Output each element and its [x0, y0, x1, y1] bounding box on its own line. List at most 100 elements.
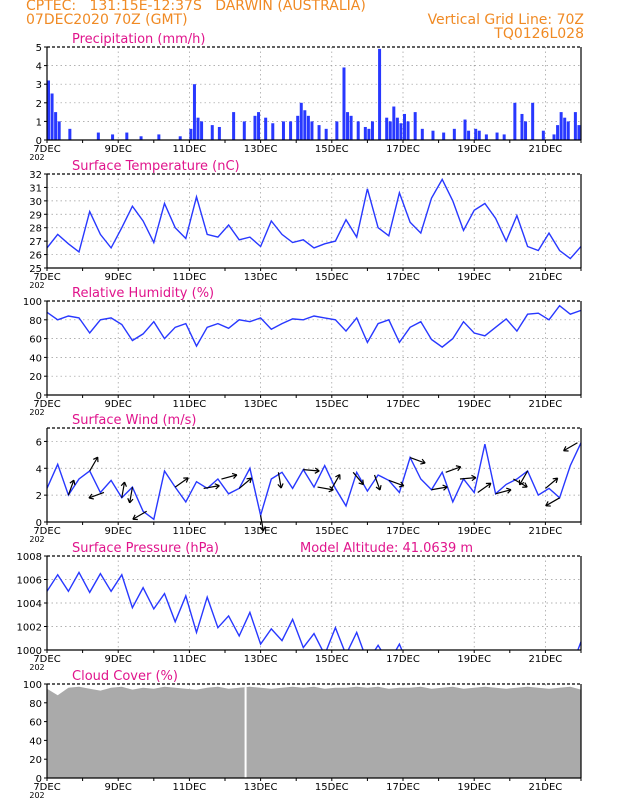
precip-bar — [289, 121, 293, 140]
wind-arrow-head — [442, 484, 448, 491]
precip-bar — [210, 125, 214, 140]
x-tick-label: 15DEC — [315, 399, 349, 410]
x-tick-label: 15DEC — [315, 654, 349, 665]
wind-arrow — [409, 456, 426, 464]
x-tick-label: 19DEC — [457, 654, 491, 665]
wind-arrow-head — [277, 483, 284, 489]
wind-arrow-head — [398, 481, 405, 488]
y-tick-label: 60 — [29, 335, 42, 346]
wind-arrow-head — [214, 483, 220, 490]
precip-bar — [513, 102, 517, 140]
precip-bar — [157, 134, 161, 140]
wind-arrow — [260, 515, 264, 532]
panel-title: Surface Pressure (hPa) — [72, 541, 219, 556]
precip-bar — [192, 84, 196, 140]
wind-arrow-head — [358, 479, 365, 486]
y-tick-label: 29 — [29, 210, 42, 221]
precip-bar — [367, 128, 371, 140]
x-tick-label: 9DEC — [105, 526, 132, 537]
precip-bar — [524, 121, 528, 140]
wind-arrow — [303, 469, 320, 472]
x-tick-label: 11DEC — [173, 399, 207, 410]
wind-arrow-head — [375, 485, 382, 491]
y-tick-label: 32 — [29, 170, 42, 181]
precip-bar — [552, 134, 556, 140]
precip-bar — [139, 136, 143, 140]
y-tick-label: 0 — [36, 136, 42, 147]
precip-bar — [467, 130, 471, 140]
run-datetime: 07DEC2020 70Z (GMT) — [26, 12, 188, 28]
wind-arrow-head — [127, 497, 134, 504]
series-line — [47, 442, 581, 521]
y-tick-label: 4 — [36, 62, 42, 73]
precip-bar — [531, 102, 535, 140]
x-tick-label: 21DEC — [529, 272, 563, 283]
wind-arrow-head — [231, 472, 238, 479]
x-tick-label: 11DEC — [173, 654, 207, 665]
x-tick-label: 21DEC — [529, 654, 563, 665]
wind-arrow — [373, 474, 381, 491]
y-tick-label: 40 — [29, 736, 42, 747]
x-tick-label: 19DEC — [457, 399, 491, 410]
cloud-data-gap — [244, 684, 247, 778]
x-tick-label: 21DEC — [529, 526, 563, 537]
panel-title: Surface Wind (m/s) — [72, 413, 196, 428]
series-line — [47, 570, 581, 650]
x-tick-label: 7DEC — [33, 144, 60, 155]
y-tick-label: 20 — [29, 755, 42, 766]
wind-arrow — [67, 479, 75, 496]
wind-arrow-head — [552, 477, 559, 484]
x-tick-label: 17DEC — [386, 272, 420, 283]
x-tick-label: 7DEC — [33, 272, 60, 283]
wind-arrow-head — [120, 481, 127, 487]
wind-arrow-head — [420, 458, 426, 465]
precip-bar — [541, 130, 545, 140]
model-altitude: Model Altitude: 41.0639 m — [300, 541, 473, 556]
precip-bar — [520, 113, 524, 140]
precip-bar — [57, 121, 61, 140]
wind-arrow-head — [246, 477, 253, 484]
y-tick-label: 26 — [29, 251, 42, 262]
precip-bar — [349, 115, 353, 140]
y-tick-label: 80 — [29, 316, 42, 327]
model-code: TQ0126L028 — [494, 26, 584, 42]
precip-bar — [395, 117, 399, 140]
x-tick-label: 7DEC — [33, 782, 60, 793]
precip-bar — [577, 125, 581, 140]
wind-arrow-head — [88, 493, 94, 500]
x-tick-label: 7DEC — [33, 526, 60, 537]
x-tick-label: 11DEC — [173, 144, 207, 155]
precip-bar — [399, 123, 403, 140]
precip-bar — [306, 115, 310, 140]
wind-arrow — [203, 485, 220, 490]
precip-bar — [335, 121, 339, 140]
wind-arrow — [331, 474, 341, 489]
wind-arrow-head — [93, 456, 99, 463]
precip-bar — [303, 110, 307, 140]
precip-bar — [403, 113, 406, 140]
wind-arrow — [352, 471, 364, 485]
wind-arrow — [317, 486, 334, 491]
wind-arrow-head — [259, 526, 266, 532]
year-fragment: 202 — [29, 408, 44, 417]
y-tick-label: 28 — [29, 224, 42, 235]
station-title: CPTEC: 131:15E-12:37S DARWIN (AUSTRALIA) — [26, 0, 366, 14]
precip-bar — [431, 130, 435, 140]
year-fragment: 202 — [29, 281, 44, 290]
y-tick-label: 25 — [29, 264, 42, 275]
precip-bar — [50, 93, 54, 140]
x-tick-label: 9DEC — [105, 144, 132, 155]
precip-bar — [413, 112, 417, 140]
x-tick-label: 21DEC — [529, 399, 563, 410]
precip-bar — [388, 121, 392, 140]
y-tick-label: 40 — [29, 353, 42, 364]
precip-bar — [392, 106, 396, 140]
wind-arrow-head — [455, 465, 462, 472]
y-tick-label: 1 — [36, 117, 42, 128]
x-tick-label: 13DEC — [244, 782, 278, 793]
precip-bar — [317, 125, 321, 140]
precip-bar — [477, 130, 481, 140]
x-tick-label: 9DEC — [105, 272, 132, 283]
precip-bar — [96, 132, 100, 140]
x-tick-label: 17DEC — [386, 654, 420, 665]
